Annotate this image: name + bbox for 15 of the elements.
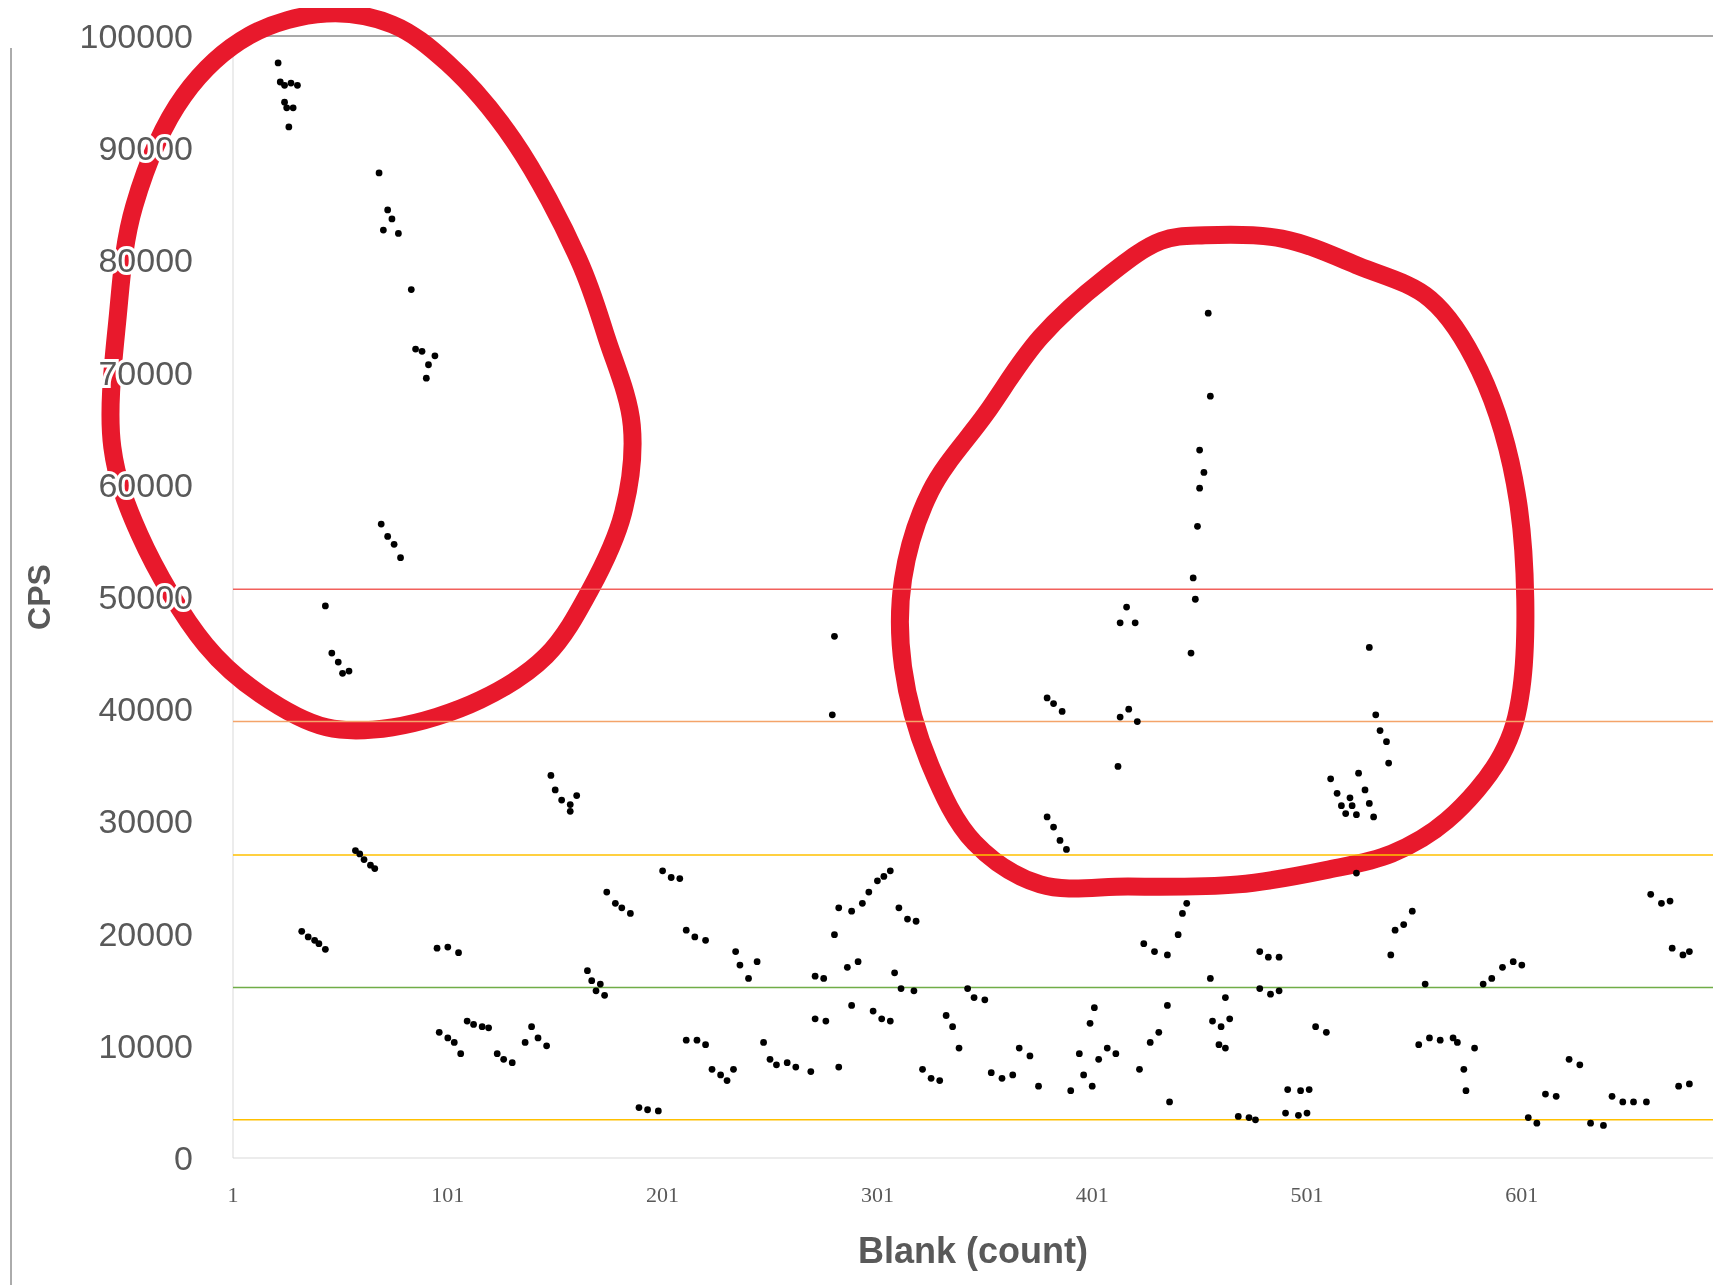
y-tick-label: 10000 bbox=[98, 1026, 193, 1065]
x-tick-label: 301 bbox=[860, 1182, 894, 1207]
x-axis-title: Blank (count) bbox=[858, 1230, 1088, 1271]
y-axis-title: CPS bbox=[21, 564, 57, 630]
x-tick-label: 501 bbox=[1290, 1182, 1324, 1207]
x-tick-label: 1 bbox=[227, 1182, 239, 1207]
x-tick-label: 101 bbox=[431, 1182, 465, 1207]
x-tick-label: 601 bbox=[1505, 1182, 1539, 1207]
y-tick-label: 0 bbox=[174, 1138, 193, 1177]
y-tick-label: 30000 bbox=[98, 802, 193, 841]
y-tick-label: 100000 bbox=[79, 16, 193, 55]
y-tick-label: 20000 bbox=[98, 914, 193, 953]
x-tick-label: 401 bbox=[1075, 1182, 1109, 1207]
x-tick-label: 201 bbox=[646, 1182, 680, 1207]
y-tick-label: 40000 bbox=[98, 690, 193, 729]
